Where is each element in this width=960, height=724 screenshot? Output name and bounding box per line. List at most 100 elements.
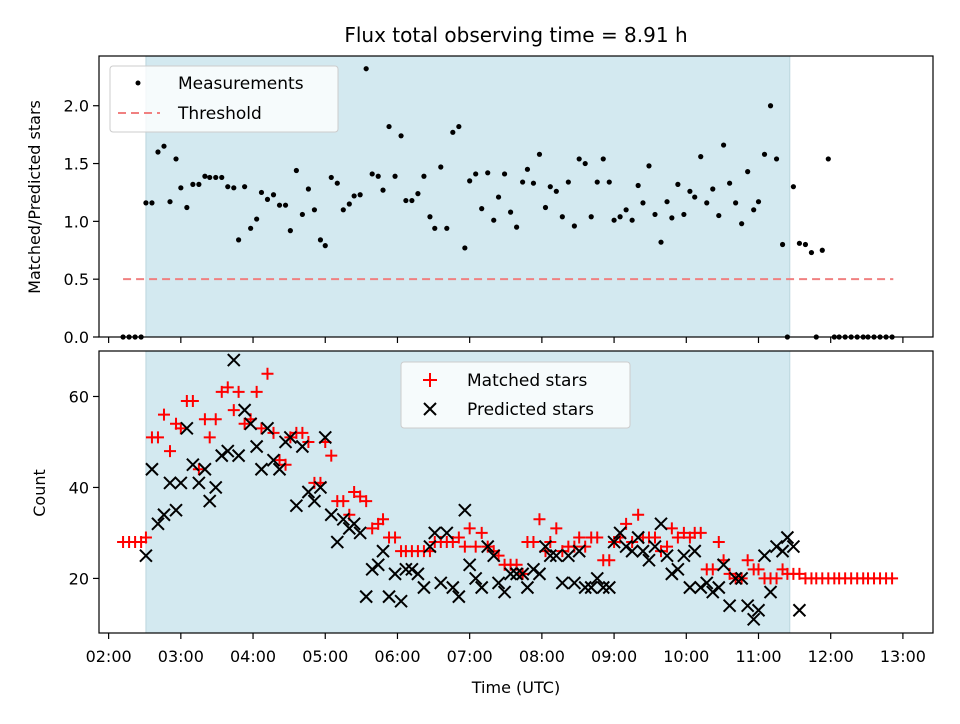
predicted-star-point	[636, 544, 650, 558]
predicted-star-point	[376, 544, 390, 558]
predicted-star-point	[487, 548, 501, 563]
legend-label-threshold: Threshold	[177, 104, 262, 124]
measurement-point	[646, 163, 652, 169]
matched-star-point	[337, 495, 350, 508]
bottom-xtick-label: 08:00	[519, 647, 565, 666]
predicted-star-point	[775, 544, 790, 558]
predicted-star-point	[221, 444, 235, 458]
bottom-xtick-label: 07:00	[447, 647, 493, 666]
predicted-star-point	[740, 599, 755, 613]
top-ytick-label: 0.0	[64, 328, 89, 347]
matched-star-point	[209, 413, 222, 426]
measurement-point	[178, 185, 184, 191]
matched-star-point	[157, 408, 170, 421]
predicted-star-point	[683, 580, 697, 595]
predicted-star-point	[324, 508, 338, 522]
measurement-point	[161, 143, 167, 149]
measurement-point	[173, 156, 179, 162]
predicted-star-point	[706, 585, 720, 599]
measurement-point	[479, 206, 485, 212]
predicted-star-point	[243, 417, 258, 431]
measurement-point	[357, 192, 363, 198]
predicted-star-point	[446, 580, 460, 595]
measurement-point	[808, 249, 815, 256]
predicted-star-point	[318, 430, 332, 445]
predicted-star-point	[607, 535, 621, 549]
predicted-star-point	[186, 458, 200, 472]
measurement-point	[438, 164, 444, 170]
measurement-point	[514, 224, 520, 230]
matched-star-point	[348, 486, 361, 498]
top-ytick-label: 1.5	[64, 155, 89, 174]
matched-star-point	[232, 385, 245, 398]
matched-star-point	[279, 458, 292, 471]
matched-star-point	[603, 554, 616, 567]
matched-star-point	[626, 536, 639, 549]
measurement-point	[495, 194, 502, 200]
measurement-point	[184, 204, 190, 211]
matched-star-point	[458, 540, 471, 553]
bottom-ytick-label: 60	[69, 387, 89, 406]
predicted-star-point	[301, 485, 316, 499]
predicted-star-point	[584, 580, 598, 595]
measurement-point	[242, 184, 248, 190]
measurement-point	[346, 201, 352, 207]
measurement-point	[664, 199, 670, 205]
matched-star-point	[573, 531, 586, 544]
measurement-point	[231, 185, 237, 191]
measurement-point	[611, 217, 617, 223]
predicted-star-point	[660, 548, 674, 563]
predicted-star-point	[700, 576, 714, 590]
top-panel: 0.0 0.5 1.0 1.5 2.0 Flux total observing tim…	[25, 23, 934, 347]
measurement-point	[392, 173, 398, 179]
predicted-star-point	[295, 439, 310, 454]
measurement-point	[739, 221, 745, 227]
predicted-star-point	[423, 539, 437, 554]
matched-star-point	[665, 522, 678, 535]
measurement-point	[507, 209, 514, 215]
predicted-star-point	[468, 571, 483, 586]
predicted-star-point	[491, 576, 506, 590]
predicted-star-point	[139, 548, 153, 563]
predicted-star-point	[307, 494, 322, 508]
measurement-point	[248, 225, 254, 231]
predicted-star-point	[712, 580, 726, 595]
predicted-star-point	[474, 580, 489, 595]
matched-star-point	[215, 385, 228, 398]
predicted-star-point	[227, 353, 241, 367]
measurement-point	[635, 182, 641, 189]
predicted-star-point	[619, 539, 633, 554]
matched-star-point	[655, 545, 668, 558]
predicted-star-point	[728, 571, 743, 586]
measurement-point	[547, 184, 553, 190]
bottom-xtick-label: 12:00	[808, 647, 854, 666]
measurement-point	[270, 192, 277, 198]
bottom-xtick-label: 13:00	[880, 647, 926, 666]
measurement-point	[427, 214, 433, 220]
measurement-point	[600, 156, 606, 162]
predicted-star-point	[613, 526, 627, 540]
matched-star-point	[591, 531, 604, 544]
measurement-point	[594, 179, 600, 185]
predicted-star-point	[757, 548, 772, 563]
measurement-point	[796, 240, 803, 246]
predicted-star-point	[313, 480, 328, 495]
measurement-point	[485, 170, 491, 176]
predicted-star-point	[180, 421, 194, 436]
measurement-point	[149, 200, 155, 206]
measurement-point	[380, 187, 386, 193]
matched-star-point	[377, 513, 390, 526]
matched-star-point	[325, 449, 338, 462]
predicted-star-point	[734, 571, 749, 586]
top-chart-title: Flux total observing time = 8.91 h	[344, 23, 687, 47]
measurement-point	[258, 189, 265, 196]
matched-star-point	[579, 540, 592, 553]
matched-star-point	[661, 540, 674, 553]
predicted-star-point	[145, 462, 159, 476]
measurement-point	[727, 180, 733, 186]
bottom-xtick-label: 11:00	[735, 647, 781, 666]
matched-star-point	[273, 454, 286, 467]
measurement-point	[530, 180, 537, 186]
predicted-star-point	[289, 498, 304, 513]
